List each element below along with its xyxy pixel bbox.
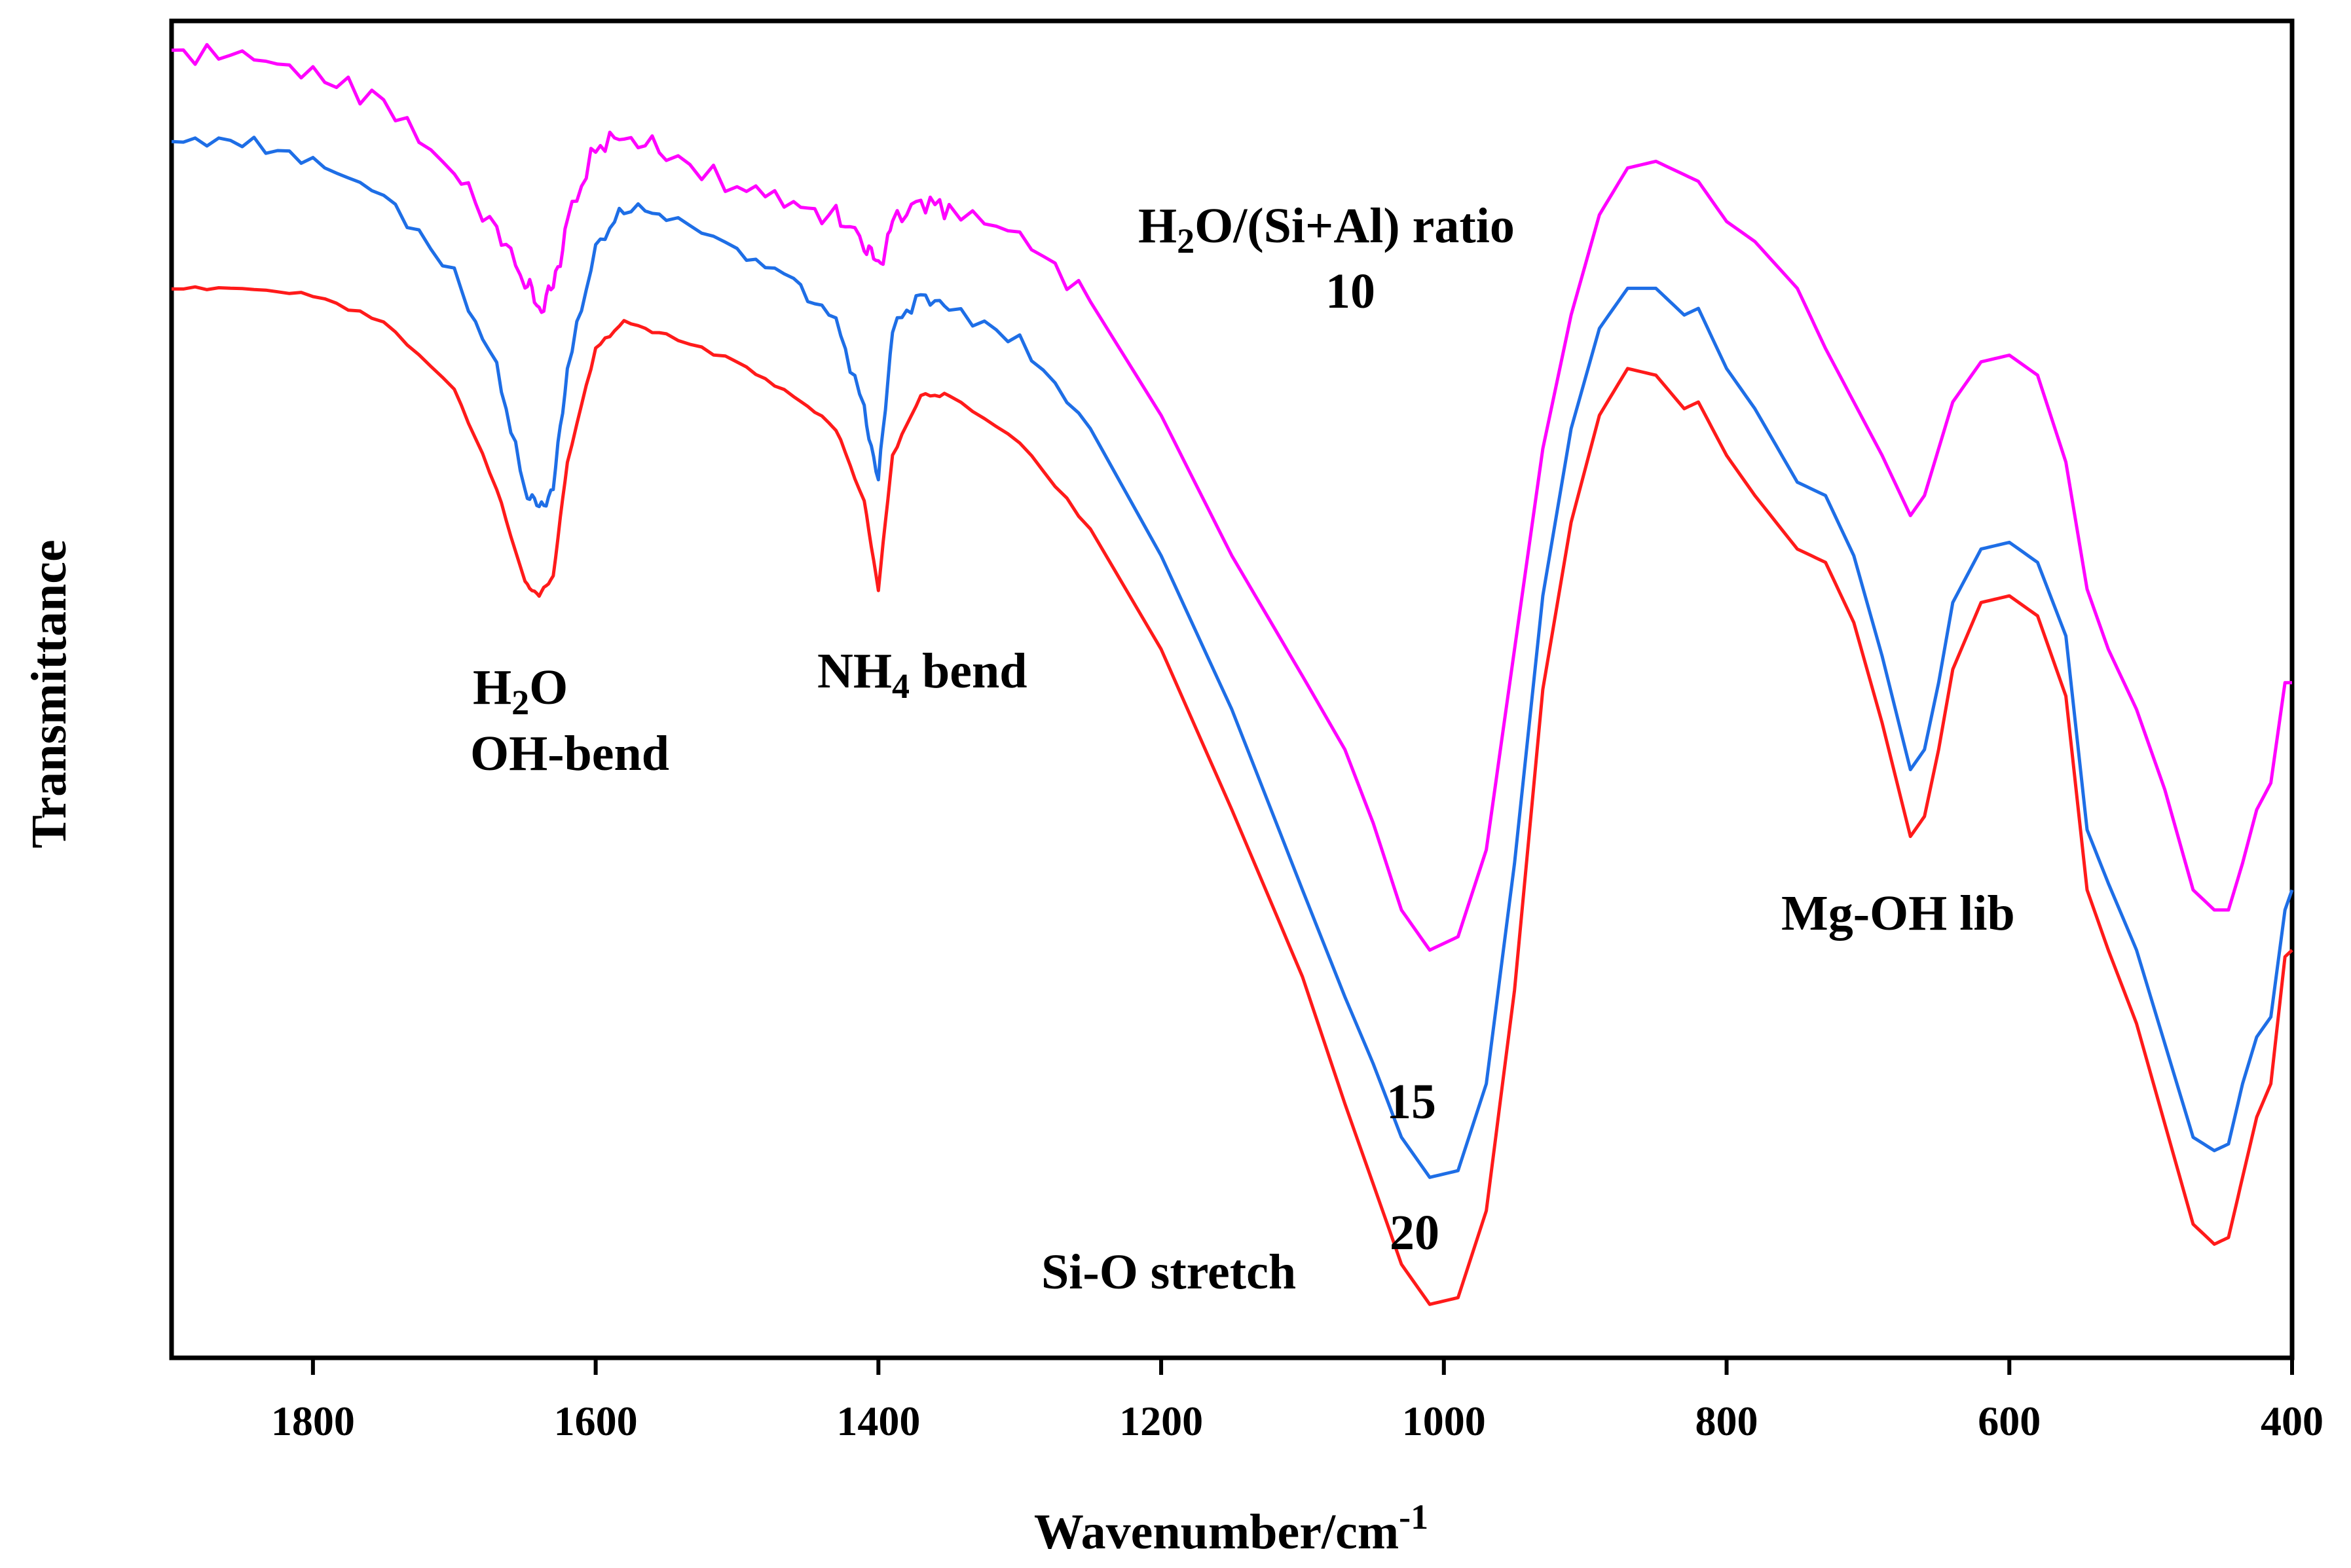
x-tick-label: 1800	[271, 1398, 355, 1444]
x-tick-label: 1400	[836, 1398, 920, 1444]
annotation-label-20: 20	[1390, 1205, 1439, 1260]
x-tick-label: 600	[1978, 1398, 2041, 1444]
annotation-oh-bend: OH-bend	[470, 726, 669, 781]
x-axis-title: Wavenumber/cm-1	[1034, 1497, 1428, 1559]
plot-frame	[169, 18, 2295, 1360]
x-tick-label: 1600	[554, 1398, 638, 1444]
x-tick-label: 1200	[1119, 1398, 1203, 1444]
annotation-ratio-10: 10	[1325, 264, 1375, 319]
annotation-ratio-title: H2O/(Si+Al) ratio	[1138, 198, 1515, 261]
x-ticks: 1800 1600 1400 1200 1000 800 600 400	[271, 1358, 2323, 1444]
annotation-nh4-bend: NH4 bend	[817, 644, 1027, 706]
annotation-sio-stretch: Si-O stretch	[1041, 1245, 1296, 1300]
series-line-ratio-20	[172, 285, 2293, 1306]
series-layer	[171, 43, 2294, 1306]
series-line-ratio-10	[171, 43, 2293, 952]
annotation-h2o: H2O	[473, 660, 568, 722]
series-line-ratio-15	[171, 136, 2294, 1179]
x-tick-label: 800	[1695, 1398, 1758, 1444]
annotation-label-15: 15	[1386, 1074, 1436, 1129]
x-tick-label: 1000	[1402, 1398, 1486, 1444]
annotation-mgoh-lib: Mg-OH lib	[1781, 886, 2015, 941]
x-tick-label: 400	[2261, 1398, 2323, 1444]
y-axis-title: Transmittance	[22, 539, 77, 848]
